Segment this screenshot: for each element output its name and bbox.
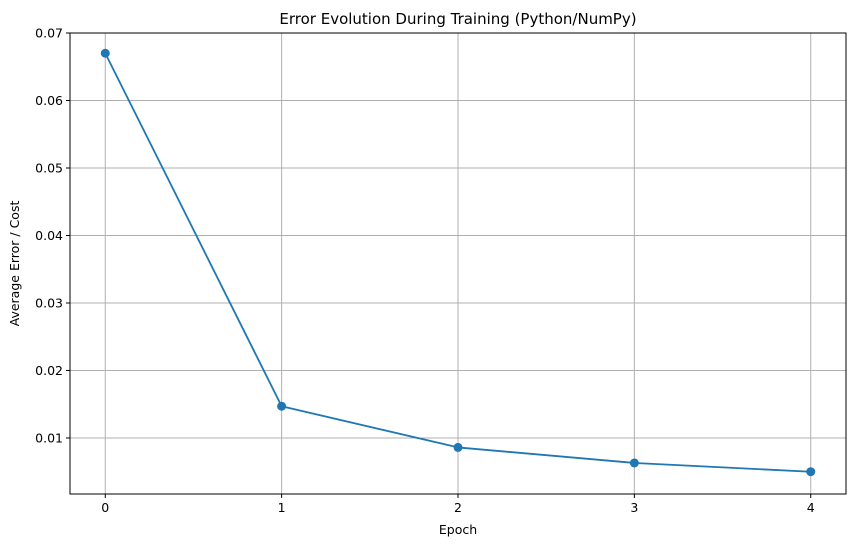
data-point (100, 48, 110, 58)
grid-lines (70, 32, 846, 494)
y-tick-label: 0.03 (35, 295, 63, 310)
y-tick-label: 0.02 (35, 363, 63, 378)
x-tick-label: 3 (630, 500, 638, 515)
x-tick-label: 2 (454, 500, 462, 515)
y-tick-label: 0.06 (35, 93, 63, 108)
y-tick-label: 0.01 (35, 430, 63, 445)
y-tick-label: 0.05 (35, 160, 63, 175)
data-point (629, 458, 639, 468)
y-tick-label: 0.07 (35, 26, 63, 41)
data-point (277, 401, 287, 411)
axis-ticks: 0 1 2 3 4 0.01 0.02 0.03 0.04 0.05 0.06 0.07 (35, 26, 815, 516)
x-tick-label: 4 (807, 500, 815, 515)
chart-title: Error Evolution During Training (Python/… (279, 10, 636, 28)
x-tick-label: 0 (101, 500, 109, 515)
series-group (100, 48, 816, 477)
y-tick-label: 0.04 (35, 228, 63, 243)
x-axis-label: Epoch (439, 522, 477, 537)
y-axis-label: Average Error / Cost (7, 201, 22, 327)
x-tick-label: 1 (278, 500, 286, 515)
data-point (453, 442, 463, 452)
data-point (806, 467, 816, 477)
